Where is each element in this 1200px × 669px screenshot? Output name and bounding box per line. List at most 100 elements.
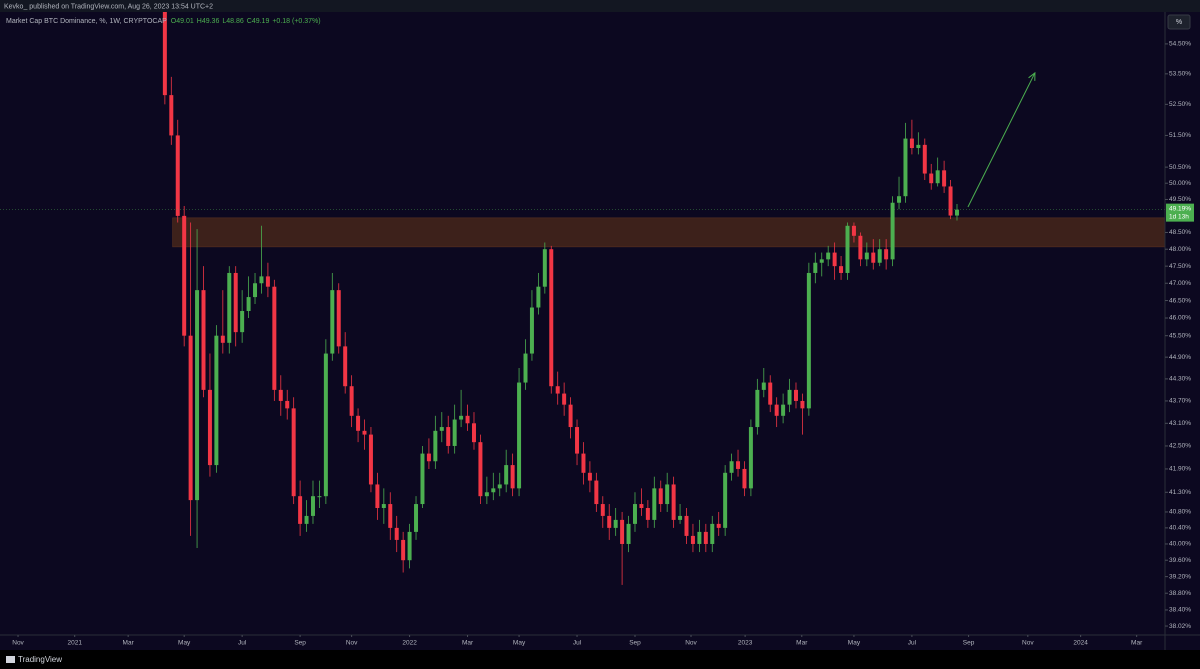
candle-body — [291, 408, 296, 497]
candle-body — [645, 507, 650, 520]
y-tick-label: 40.00% — [1169, 541, 1191, 548]
candle-body — [491, 488, 496, 493]
y-tick-label: 45.50% — [1169, 332, 1191, 339]
candle-body — [240, 311, 245, 333]
candle-body — [793, 389, 798, 401]
scale-button[interactable] — [1167, 14, 1191, 30]
candle-body — [826, 252, 831, 260]
candle-body — [343, 346, 348, 387]
candle-body — [471, 423, 476, 443]
legend-low: L48.86 — [222, 18, 244, 25]
x-tick-label: Jul — [573, 640, 582, 647]
scale-button-label[interactable]: % — [1176, 19, 1182, 26]
candle-body — [420, 453, 425, 505]
candle-body — [426, 453, 431, 462]
y-tick-label: 54.50% — [1169, 41, 1191, 48]
candle-body — [265, 276, 270, 287]
candle-body — [703, 531, 708, 544]
candle-body — [632, 504, 637, 524]
candle-body — [375, 484, 380, 508]
y-tick-label: 53.50% — [1169, 71, 1191, 78]
candle-body — [697, 531, 702, 544]
y-tick-label: 39.20% — [1169, 573, 1191, 580]
y-tick-label: 43.70% — [1169, 398, 1191, 405]
candle-body — [626, 523, 631, 544]
candle-body — [401, 539, 406, 561]
price-axis — [1165, 0, 1200, 650]
candle-body — [897, 196, 902, 203]
candle-body — [864, 252, 869, 260]
x-tick-label: Mar — [796, 640, 808, 647]
candle-body — [851, 225, 856, 236]
legend-open: O49.01 — [171, 18, 194, 25]
candle-body — [600, 504, 605, 516]
x-tick-label: Jul — [908, 640, 917, 647]
candle-body — [446, 427, 451, 446]
x-tick-label: Mar — [123, 640, 135, 647]
candle-body — [871, 252, 876, 263]
candle-body — [768, 382, 773, 405]
candle-body — [562, 393, 567, 405]
candle-body — [819, 259, 824, 263]
candle-body — [510, 465, 515, 489]
candle-body — [362, 430, 367, 435]
candle-body — [504, 465, 509, 485]
x-tick-label: Mar — [462, 640, 474, 647]
candle-body — [948, 186, 953, 216]
candle-body — [162, 5, 167, 96]
header-bar — [0, 0, 1200, 12]
candle-body — [813, 262, 818, 273]
x-tick-label: Nov — [685, 640, 697, 647]
x-tick-label: Sep — [963, 640, 975, 647]
candle-body — [484, 492, 489, 497]
y-tick-label: 40.40% — [1169, 525, 1191, 532]
candle-body — [845, 225, 850, 273]
candle-body — [781, 404, 786, 416]
support-zone — [172, 217, 1166, 248]
last-price-label: 49.19% — [1169, 205, 1191, 212]
candle-body — [304, 515, 309, 524]
x-tick-label: Mar — [1131, 640, 1143, 647]
candle-body — [414, 504, 419, 532]
candle-body — [684, 515, 689, 536]
y-tick-label: 43.10% — [1169, 420, 1191, 427]
candle-body — [336, 290, 341, 347]
candle-body — [523, 353, 528, 383]
candle-body — [407, 531, 412, 561]
candle-body — [214, 335, 219, 466]
candle-body — [800, 400, 805, 409]
candle-body — [922, 144, 927, 174]
x-tick-label: 2021 — [67, 640, 82, 647]
candle-body — [459, 415, 464, 420]
candle-body — [349, 386, 354, 416]
y-tick-label: 41.90% — [1169, 466, 1191, 473]
candle-body — [323, 353, 328, 497]
candle-body — [806, 272, 811, 409]
candle-body — [220, 335, 225, 343]
candle-body — [587, 472, 592, 481]
candle-body — [452, 419, 457, 446]
candle-body — [394, 527, 399, 540]
candle-body — [253, 283, 258, 298]
candle-body — [581, 453, 586, 473]
legend-title: Market Cap BTC Dominance, %, 1W, CRYPTOC… — [6, 18, 167, 25]
candle-body — [639, 504, 644, 508]
candle-body — [787, 389, 792, 405]
y-tick-label: 50.00% — [1169, 180, 1191, 187]
candle-body — [195, 290, 200, 501]
axes: 54.50% 53.50% 52.50% 51.50% 50.50% 50.00% 49.5… — [12, 41, 1194, 647]
x-tick-label: Jul — [238, 640, 247, 647]
published-note: Kevko_ published on TradingView.com, Aug… — [4, 3, 213, 10]
candle-body — [278, 389, 283, 401]
y-tick-label: 52.50% — [1169, 101, 1191, 108]
legend-high: H49.36 — [197, 18, 220, 25]
candle-body — [310, 496, 315, 516]
x-tick-label: Sep — [294, 640, 306, 647]
y-tick-label: 50.50% — [1169, 164, 1191, 171]
candle-body — [317, 496, 322, 498]
candle-body — [517, 382, 522, 489]
candle-body — [568, 404, 573, 428]
candle-body — [175, 135, 180, 216]
candle-body — [298, 496, 303, 524]
